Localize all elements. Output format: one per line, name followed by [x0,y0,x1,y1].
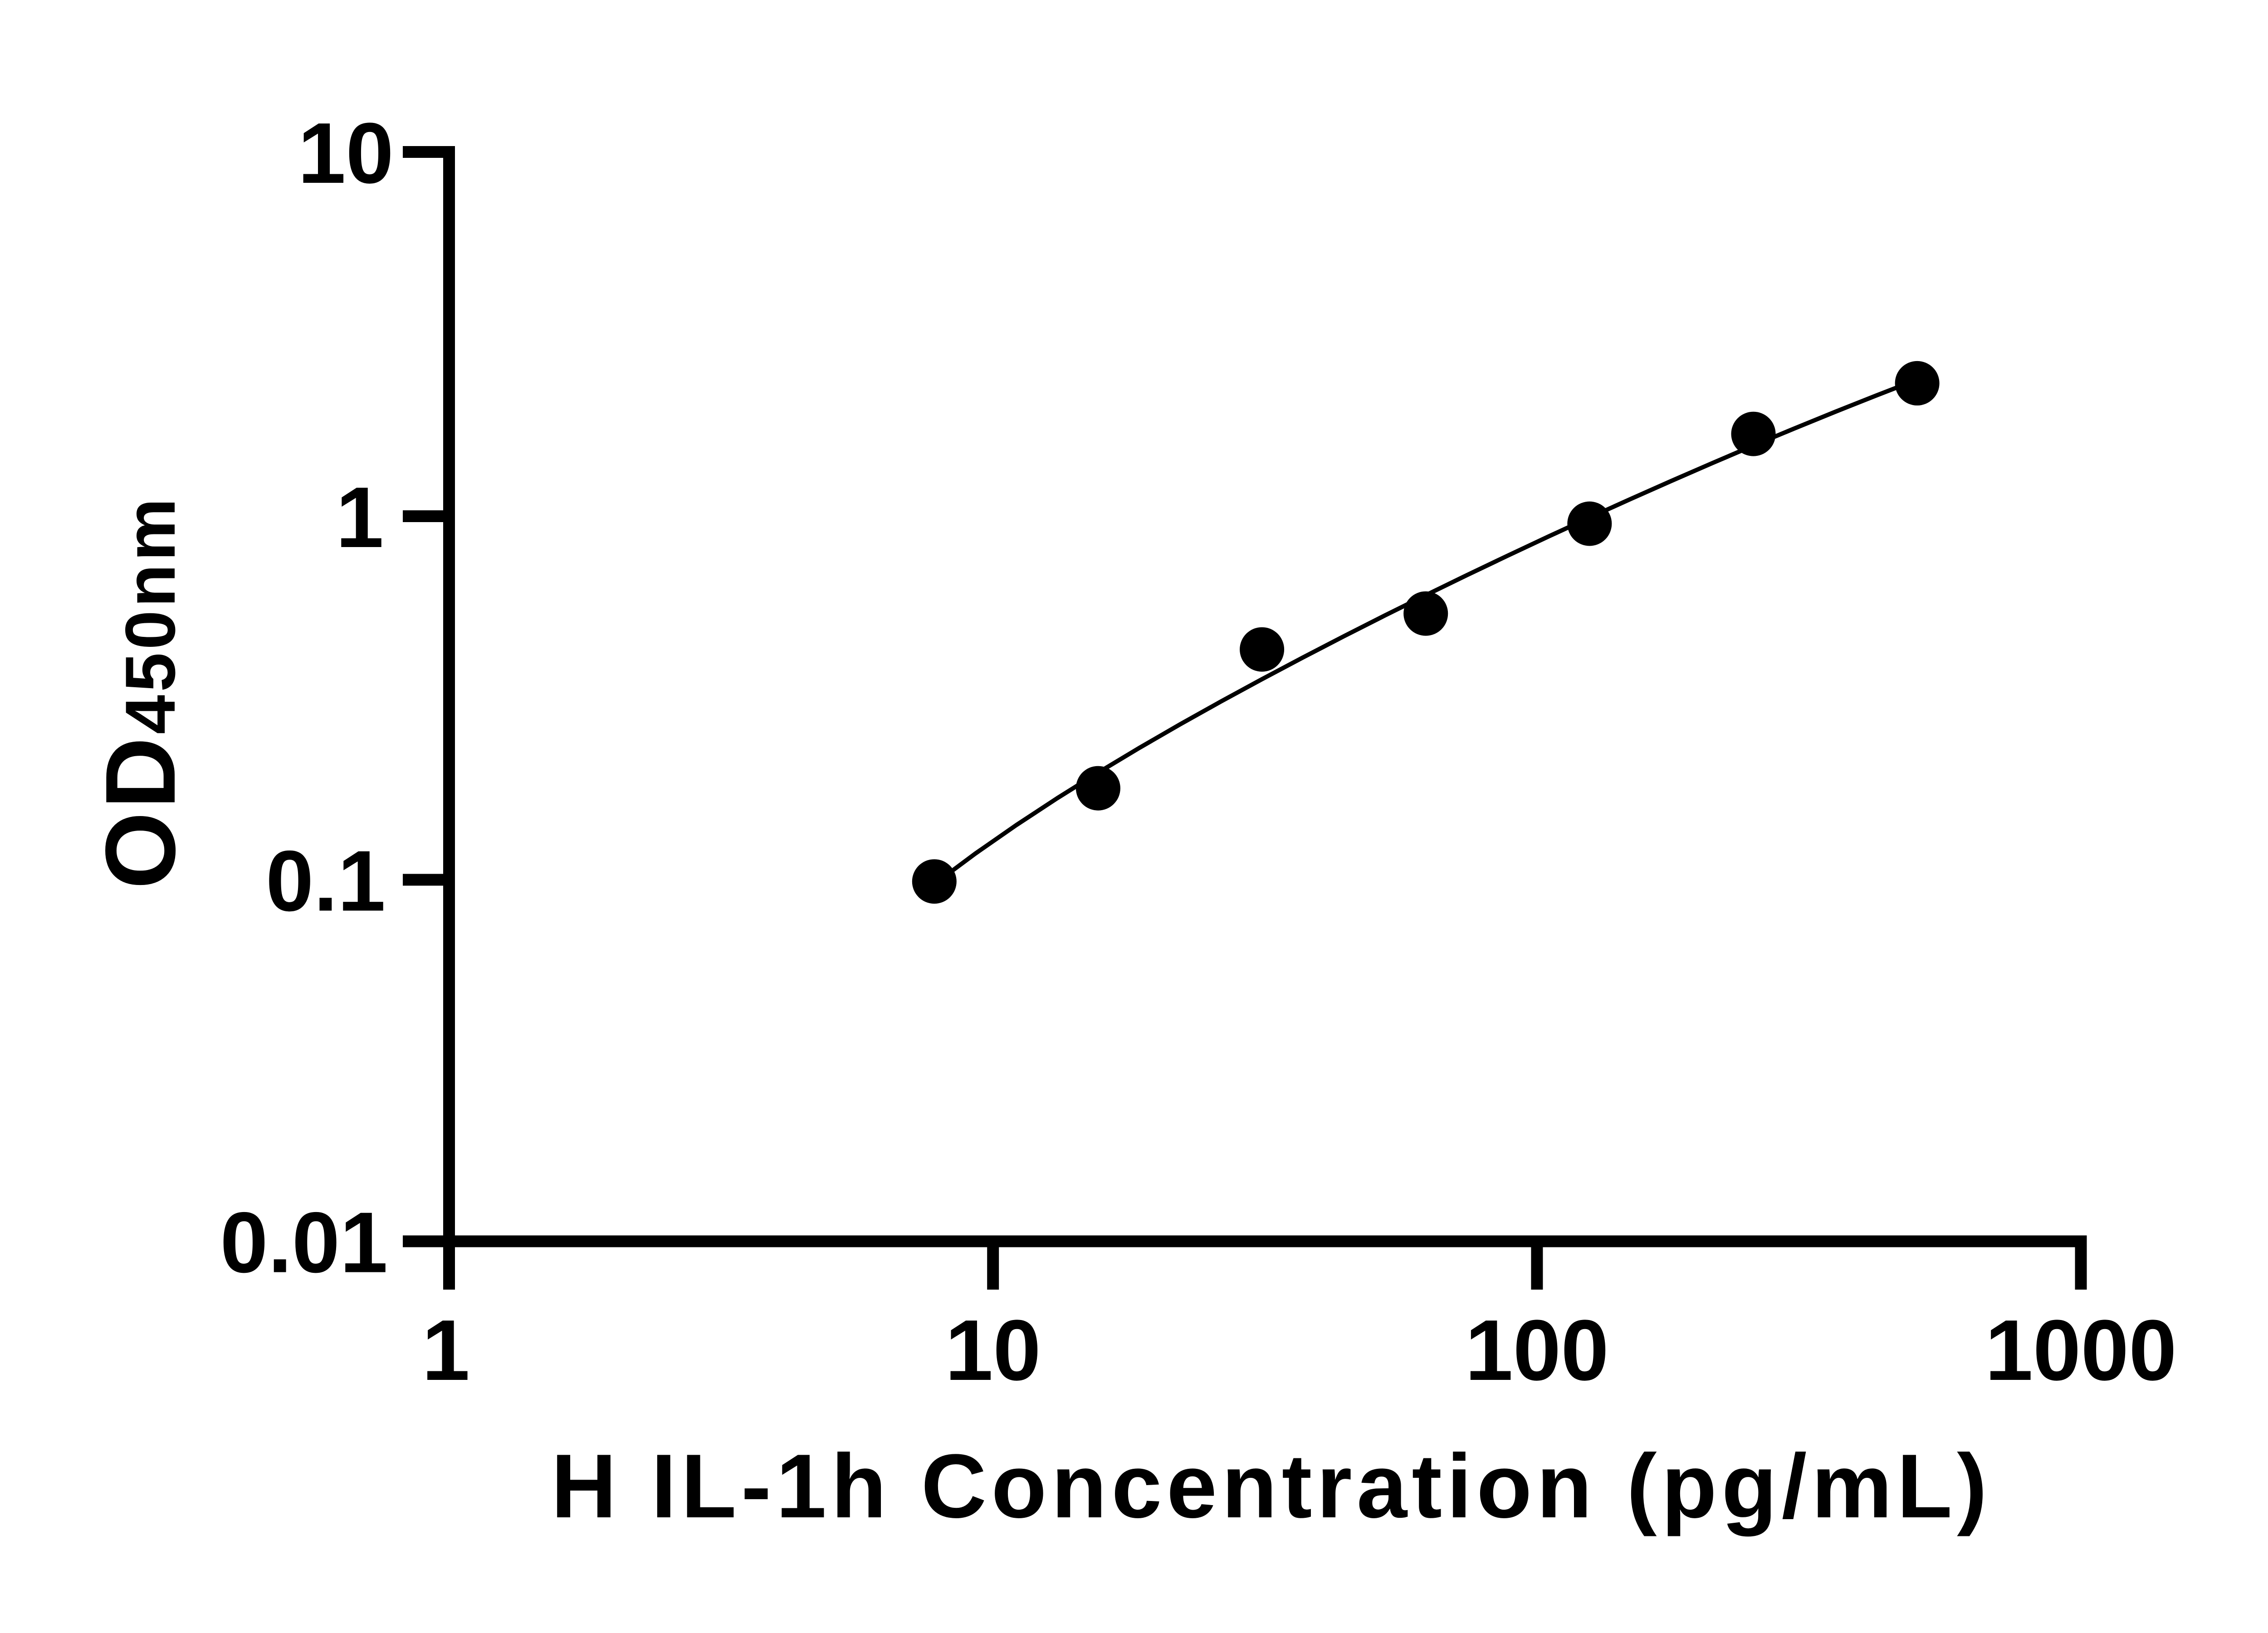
svg-text:1: 1 [336,469,384,566]
svg-text:100: 100 [1465,1302,1609,1398]
svg-text:1: 1 [422,1302,470,1398]
svg-text:OD450nm: OD450nm [85,495,196,889]
svg-text:1000: 1000 [1985,1302,2177,1398]
svg-text:H IL-1h Concentration (pg/mL): H IL-1h Concentration (pg/mL) [551,1436,1992,1537]
svg-text:10: 10 [945,1302,1041,1398]
svg-text:0.01: 0.01 [220,1195,388,1291]
svg-text:0.1: 0.1 [266,833,386,929]
svg-text:10: 10 [298,105,394,201]
